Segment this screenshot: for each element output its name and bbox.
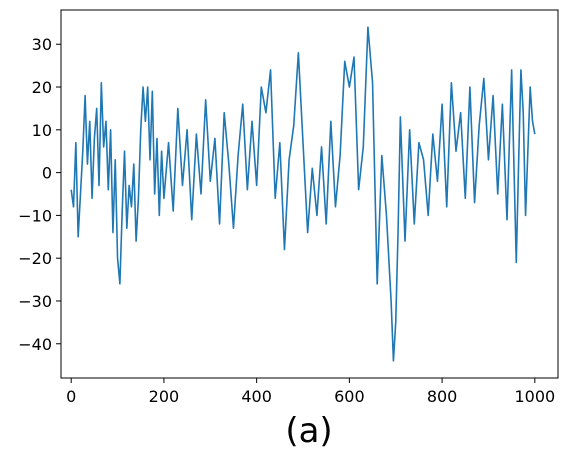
x-tick-label: 600: [334, 387, 365, 406]
x-tick-label: 0: [66, 387, 76, 406]
x-axis-label: (a): [285, 411, 332, 451]
y-tick-label: −20: [18, 249, 52, 268]
y-ticks: 30 20 10 0 −10 −20 −30 −40: [18, 35, 61, 354]
y-tick-label: 10: [32, 121, 52, 140]
y-tick-label: 20: [32, 78, 52, 97]
plot-area-background: [61, 10, 558, 378]
x-tick-label: 200: [149, 387, 180, 406]
x-ticks: 0 200 400 600 800 1000: [66, 378, 555, 406]
plot-frame: [60, 9, 559, 379]
y-tick-label: −40: [18, 335, 52, 354]
x-tick-label: 1000: [514, 387, 555, 406]
y-tick-label: 0: [42, 164, 52, 183]
x-tick-label: 800: [427, 387, 458, 406]
x-tick-label: 400: [241, 387, 272, 406]
series-line-0: [70, 26, 536, 362]
series-layer: [70, 26, 536, 362]
y-tick-label: 30: [32, 35, 52, 54]
y-tick-label: −30: [18, 292, 52, 311]
y-tick-label: −10: [18, 206, 52, 225]
